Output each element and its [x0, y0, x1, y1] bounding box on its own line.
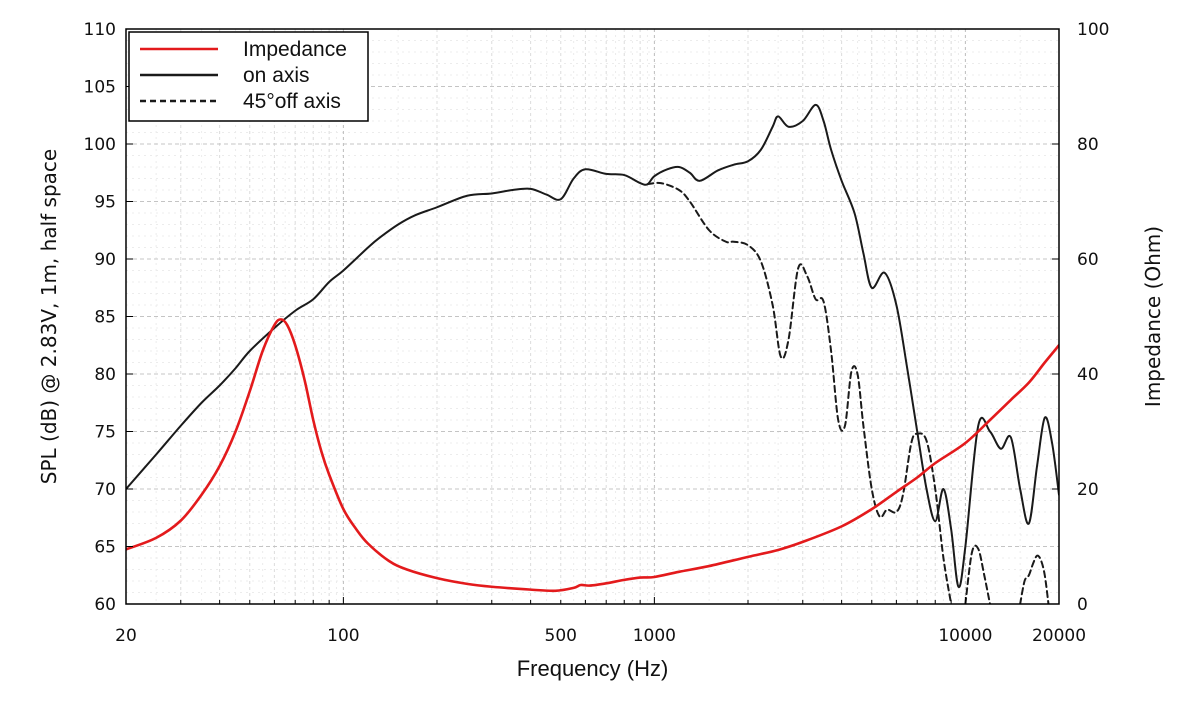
y-tick-label: 70 — [94, 480, 116, 500]
series-line-45-off-axis-hf — [964, 544, 992, 604]
y2-tick-label: 60 — [1077, 250, 1099, 270]
x-tick-label: 20000 — [1032, 626, 1086, 646]
x-tick-label: 500 — [545, 626, 577, 646]
y-tick-label: 110 — [84, 20, 116, 40]
series-line-impedance — [126, 318, 1059, 593]
y2-tick-label: 40 — [1077, 365, 1099, 385]
y-axis-title-right: Impedance (Ohm) — [1141, 226, 1165, 407]
series-group — [126, 103, 1059, 604]
series-line-on-axis — [126, 103, 1059, 588]
y-tick-label: 105 — [84, 78, 116, 98]
y2-tick-label: 20 — [1077, 480, 1099, 500]
y-tick-label: 95 — [94, 193, 116, 213]
legend: Impedance on axis 45°off axis — [128, 31, 369, 122]
series-line-45-off-axis-hf2 — [1019, 554, 1050, 604]
legend-label-impedance: Impedance — [243, 38, 347, 61]
y2-tick-label: 100 — [1077, 20, 1109, 40]
y-tick-label: 60 — [94, 595, 116, 615]
legend-box — [128, 31, 369, 122]
y-tick-label: 90 — [94, 250, 116, 270]
legend-label-off-axis: 45°off axis — [243, 90, 341, 113]
y-tick-label: 100 — [84, 135, 116, 155]
x-tick-label: 20 — [115, 626, 137, 646]
x-tick-label: 1000 — [633, 626, 676, 646]
y-tick-label: 80 — [94, 365, 116, 385]
legend-label-on-axis: on axis — [243, 64, 310, 87]
x-tick-label: 10000 — [938, 626, 992, 646]
y-tick-label: 65 — [94, 538, 116, 558]
y2-tick-label: 0 — [1077, 595, 1088, 615]
tick-labels: 60 65 70 75 80 85 90 95 100 105 110 0 20 40 60 80 100 20 1… — [84, 20, 1110, 646]
tick-marks — [125, 28, 1060, 605]
series-line-45-off-axis — [646, 181, 953, 604]
y-tick-label: 75 — [94, 423, 116, 443]
y-tick-label: 85 — [94, 308, 116, 328]
y2-tick-label: 80 — [1077, 135, 1099, 155]
x-axis-title: Frequency (Hz) — [517, 656, 669, 681]
x-tick-label: 100 — [327, 626, 359, 646]
y-axis-title-left: SPL (dB) @ 2.83V, 1m, half space — [37, 149, 61, 484]
